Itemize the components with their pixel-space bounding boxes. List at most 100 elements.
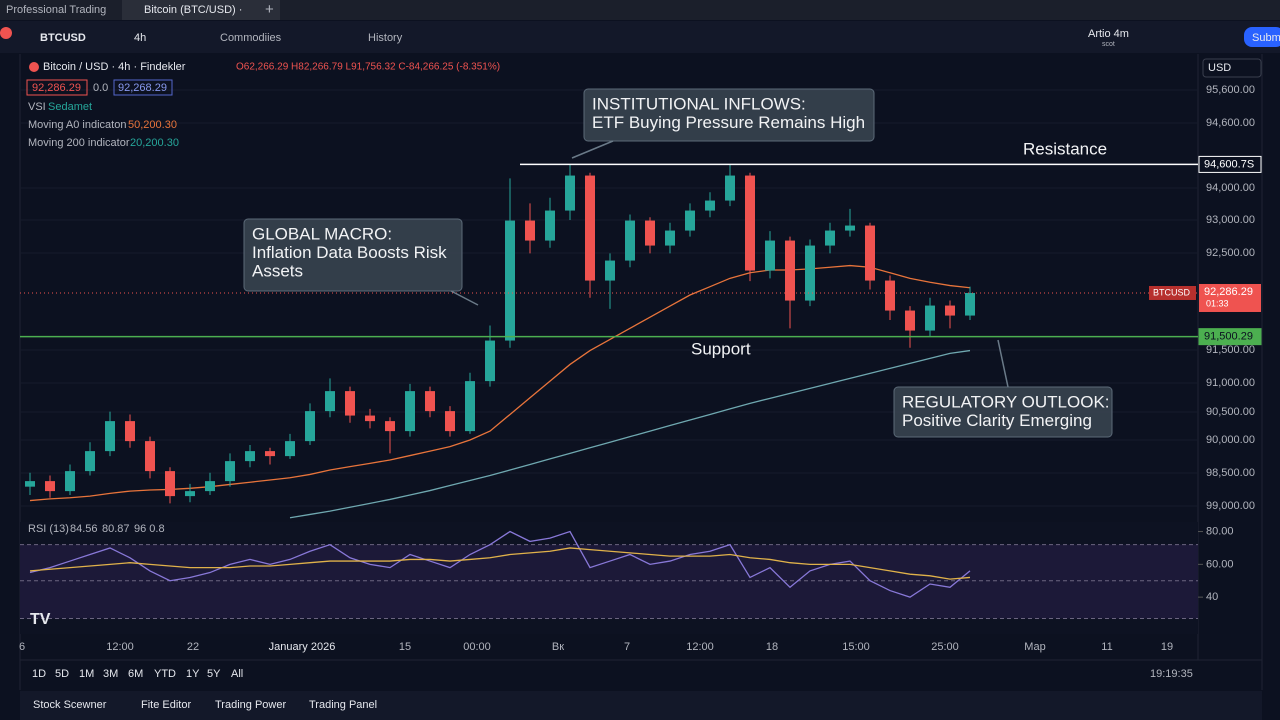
account[interactable]: Artio 4m (1088, 28, 1129, 40)
candle-body (665, 230, 675, 246)
candle-body (185, 491, 195, 497)
candle-body (845, 225, 855, 231)
y-tick-label: 91,500.00 (1206, 344, 1255, 356)
callout-pointer (997, 339, 1009, 388)
x-tick-label: 25:00 (931, 641, 959, 653)
tab[interactable]: Bitcoin (BTC/USD) · (144, 4, 242, 16)
candle-body (545, 210, 555, 241)
range-button[interactable]: 1D (32, 668, 46, 680)
candle-body (445, 411, 455, 432)
panel-tab[interactable]: Trading Power (215, 699, 286, 711)
left-toolbar (0, 54, 20, 690)
avatar[interactable] (0, 27, 12, 39)
spread: 0.0 (93, 82, 108, 94)
currency-select[interactable] (1202, 58, 1262, 78)
ohlc: O62,266.29 H82,266.79 L91,756.32 C-84,26… (236, 62, 500, 73)
x-tick-label: 18 (766, 641, 778, 653)
candle-body (485, 340, 495, 382)
tab-bar (0, 0, 1280, 20)
y-tick-label: 90,500.00 (1206, 406, 1255, 418)
x-tick-label: January 2026 (269, 641, 336, 653)
range-button[interactable]: 1Y (186, 668, 200, 680)
active-tab[interactable] (122, 0, 280, 20)
rsi-line (29, 530, 971, 598)
candle-body (265, 451, 275, 457)
x-tick-label: Map (1024, 641, 1045, 653)
rsi-tick-label: 80.00 (1206, 525, 1234, 537)
candle-body (365, 415, 375, 422)
tab[interactable]: Professional Trading (6, 4, 106, 16)
ask-box[interactable] (113, 79, 173, 96)
candle-body (85, 451, 95, 472)
rsi-line (29, 547, 971, 580)
range-button[interactable]: 6M (128, 668, 143, 680)
symbol-tag-label: BTCUSD (1153, 287, 1191, 297)
candle-body (945, 305, 955, 316)
rsi-reading: 84.56 (70, 523, 98, 535)
symbol[interactable]: BTCUSD (40, 32, 86, 44)
price-tag (1198, 155, 1262, 173)
candle-body (925, 305, 935, 331)
candle-body (245, 451, 255, 462)
candle-body (385, 421, 395, 432)
clock: 19:19:35 (1150, 668, 1193, 680)
range-button[interactable]: 1M (79, 668, 94, 680)
currency[interactable]: USD (1208, 62, 1231, 74)
range-button[interactable]: 3M (103, 668, 118, 680)
range-button[interactable]: 5D (55, 668, 69, 680)
interval[interactable]: 4h (134, 32, 146, 44)
panel-tab[interactable]: Trading Panel (309, 699, 377, 711)
callout-text: Positive Clarity Emerging (902, 411, 1092, 430)
candle-body (465, 381, 475, 432)
callout-text: GLOBAL MACRO: (252, 224, 392, 243)
callout-text: REGULATORY OUTLOOK: (902, 392, 1110, 411)
callout-text: Inflation Data Boosts Risk (252, 243, 447, 262)
candle-body (505, 220, 515, 341)
ask[interactable]: 92,268.29 (118, 82, 167, 94)
y-tick-label: 98,500.00 (1206, 467, 1255, 479)
new-tab[interactable]: + (265, 1, 274, 18)
range-button[interactable]: YTD (154, 668, 176, 680)
submit-button[interactable] (1244, 27, 1280, 47)
price-tag (1198, 328, 1262, 346)
bid-box[interactable] (26, 79, 88, 96)
y-tick-label: 94,000.00 (1206, 182, 1255, 194)
x-tick-label: 15:00 (842, 641, 870, 653)
bid[interactable]: 92,286.29 (32, 82, 81, 94)
account-sub: scot (1102, 41, 1115, 48)
x-tick-label: 12:00 (686, 641, 714, 653)
candle-body (525, 220, 535, 241)
symbol-icon (29, 62, 39, 72)
candle-body (885, 280, 895, 311)
y-tick-label: 92,500.00 (1206, 247, 1255, 259)
panel-tab[interactable]: Stock Scewner (33, 699, 107, 711)
indicators-button[interactable]: Commodiies (220, 32, 282, 44)
candle-body (105, 421, 115, 452)
candle-body (825, 230, 835, 246)
candle-body (125, 421, 135, 442)
callout (893, 386, 1113, 438)
range-button[interactable]: 5Y (207, 668, 221, 680)
candle-body (45, 481, 55, 492)
candle-body (405, 391, 415, 432)
callout-text: ETF Buying Pressure Remains High (592, 113, 865, 132)
x-tick-label: 7 (624, 641, 630, 653)
submit-label[interactable]: Subm (1252, 32, 1280, 44)
history-button[interactable]: History (368, 32, 403, 44)
toolbar (0, 21, 1280, 53)
x-tick-label: 6 (19, 641, 25, 653)
indicator-name: Moving A0 indicaton (28, 119, 126, 131)
panel-tab[interactable]: Fite Editor (141, 699, 191, 711)
y-tick-label: 94,600.00 (1206, 117, 1255, 129)
price-tag-label: 91,500.29 (1204, 331, 1253, 343)
moving-average (289, 349, 971, 519)
indicator-name: Moving 200 indicator (28, 137, 130, 149)
level-name: Support (691, 339, 751, 358)
x-tick-label: 15 (399, 641, 411, 653)
rsi-title: RSI (13) (28, 523, 69, 535)
candle-body (305, 411, 315, 442)
y-tick-label: 95,600.00 (1206, 84, 1255, 96)
range-button[interactable]: All (231, 668, 243, 680)
x-tick-label: 00:00 (463, 641, 491, 653)
